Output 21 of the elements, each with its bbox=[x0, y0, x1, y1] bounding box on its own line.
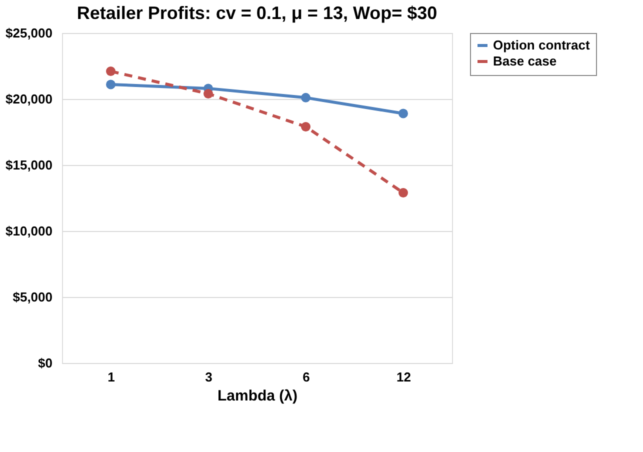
y-tick-label: $15,000 bbox=[6, 158, 52, 172]
point bbox=[301, 122, 310, 132]
y-tick-label: $0 bbox=[38, 356, 52, 370]
x-tick-label: 12 bbox=[396, 370, 411, 384]
point bbox=[301, 92, 310, 102]
point bbox=[398, 108, 408, 118]
point bbox=[398, 188, 408, 198]
y-tick-label: $20,000 bbox=[6, 92, 52, 106]
chart-title: Retailer Profits: cv = 0.1, μ = 13, Wop= $30 bbox=[76, 3, 438, 23]
y-tick-label: $10,000 bbox=[6, 224, 52, 238]
legend-label: Option contract bbox=[493, 38, 590, 52]
y-tick-label: $5,000 bbox=[12, 290, 52, 304]
x-tick-label: 1 bbox=[108, 370, 115, 384]
x-tick-label: 6 bbox=[302, 370, 310, 384]
point bbox=[204, 88, 213, 98]
x-axis-title: Lambda (λ) bbox=[217, 388, 298, 404]
point bbox=[106, 80, 116, 90]
point bbox=[106, 66, 116, 76]
y-tick-label: $25,000 bbox=[6, 26, 52, 40]
x-tick-label: 3 bbox=[205, 370, 212, 384]
legend-label: Base case bbox=[493, 54, 557, 68]
